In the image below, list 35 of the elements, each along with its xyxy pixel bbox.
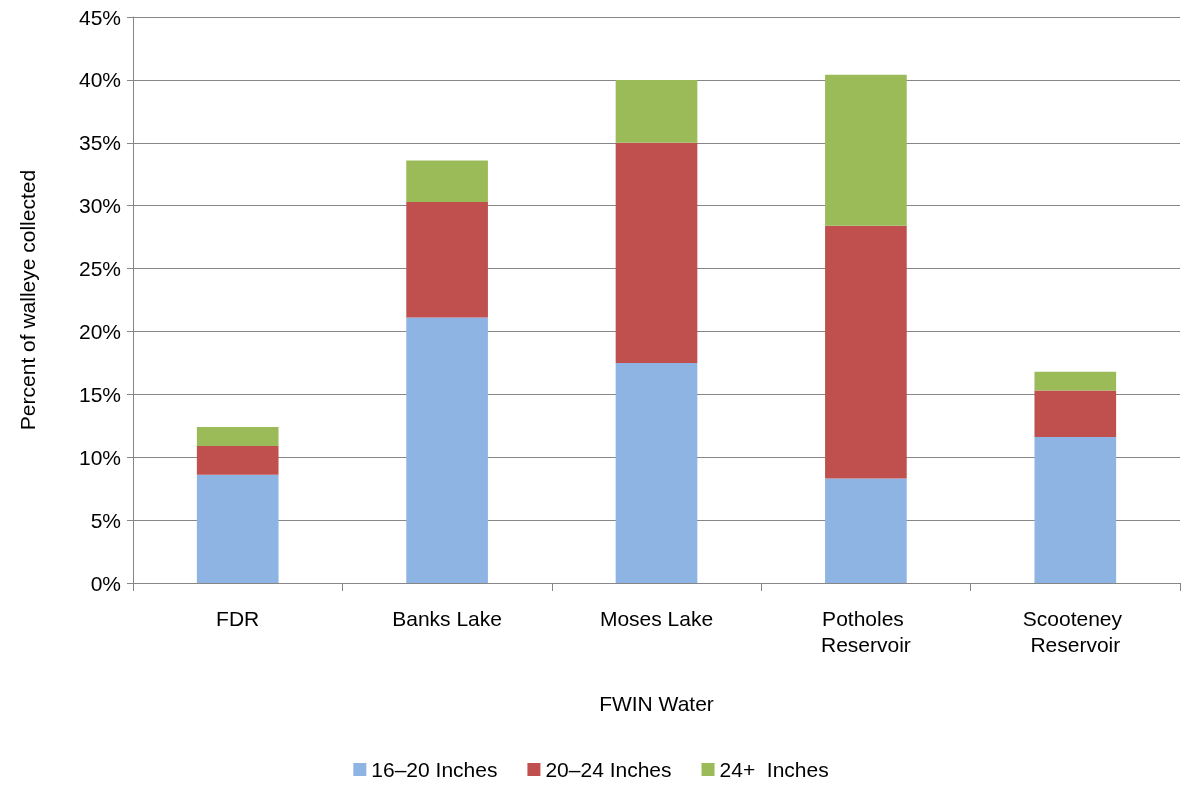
y-tick-label: 25% [78,257,121,281]
bar [825,478,907,583]
x-tick-label: Banks Lake [392,606,502,630]
x-tick-label: Scooteney Reservoir [1022,606,1128,656]
y-tick-label: 15% [78,382,121,406]
bar [196,445,279,475]
y-tick-label: 0% [90,571,121,595]
bar [1034,371,1117,391]
bar [615,142,698,363]
legend-label: 24+ Inches [719,758,829,781]
bar [825,225,907,479]
y-tick-label: 30% [78,194,121,218]
legend-label: 16–20 Inches [371,758,498,781]
legend-label: 20–24 Inches [545,758,672,781]
bar [1034,437,1117,583]
y-tick-label: 20% [78,319,121,343]
y-tick-label: 45% [78,5,121,29]
bar [196,474,279,583]
bar [406,201,488,318]
bar [825,74,907,226]
x-tick-label: FDR [216,606,260,630]
y-tick-label: 35% [78,131,121,155]
bar [615,362,698,583]
bar [615,79,698,143]
bar [196,427,279,446]
bar [406,160,488,202]
y-tick-label: 40% [78,68,121,92]
bar [406,317,488,583]
y-tick-label: 10% [78,445,121,469]
x-tick-label: Potholes Reservoir [820,606,911,656]
bar [1034,390,1117,438]
x-axis-title: FWIN Water [599,692,714,715]
x-tick-label: Moses Lake [599,606,714,630]
y-tick-label: 5% [90,508,121,532]
y-axis-title: Percent of walleye collected [16,169,39,431]
